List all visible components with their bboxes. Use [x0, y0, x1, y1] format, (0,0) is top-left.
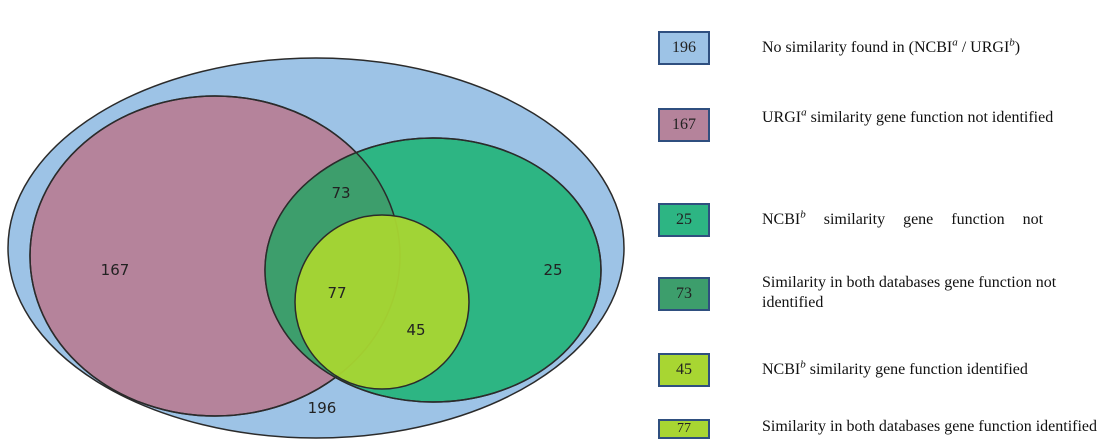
- identified-set: [294, 214, 470, 390]
- legend-text-196: No similarity found in (NCBIa / URGIb): [762, 36, 1021, 56]
- label-outer: 196: [308, 399, 337, 417]
- legend-text-25: NCBIb similarity gene function not: [762, 210, 1044, 228]
- legend-row-45: 45 NCBIb similarity gene function identi…: [658, 353, 1119, 393]
- label-overlap-not-identified: 73: [331, 184, 350, 202]
- legend-row-77: 77 Similarity in both databases gene fun…: [658, 418, 1119, 439]
- legend-text-77: Similarity in both databases gene functi…: [762, 418, 1098, 435]
- legend-row-167: 167 URGIa similarity gene function not i…: [658, 106, 1119, 148]
- legend-swatch-25: 25: [658, 203, 710, 237]
- legend-row-196: 196 No similarity found in (NCBIa / URGI…: [658, 31, 1119, 71]
- venn-diagram: 196 167 73 25 77 45: [7, 57, 625, 439]
- legend-swatch-167: 167: [658, 108, 710, 142]
- ncbi-set-outline: [264, 137, 602, 403]
- label-ncbi-identified: 45: [406, 321, 425, 339]
- legend-row-25: 25 NCBIb similarity gene function not: [658, 203, 1119, 243]
- legend-swatch-73: 73: [658, 277, 710, 311]
- legend-swatch-196: 196: [658, 31, 710, 65]
- label-urgi-only: 167: [101, 261, 130, 279]
- legend-row-73: 73 Similarity in both databases gene fun…: [658, 274, 1119, 317]
- legend-text-73: Similarity in both databases gene functi…: [762, 274, 1057, 311]
- label-both-identified: 77: [327, 284, 346, 302]
- label-ncbi-only: 25: [543, 261, 562, 279]
- legend-text-167: URGIa similarity gene function not ident…: [762, 106, 1054, 126]
- legend-swatch-77: 77: [658, 419, 710, 439]
- legend-swatch-45: 45: [658, 353, 710, 387]
- legend-text-45: NCBIb similarity gene function identifie…: [762, 358, 1028, 378]
